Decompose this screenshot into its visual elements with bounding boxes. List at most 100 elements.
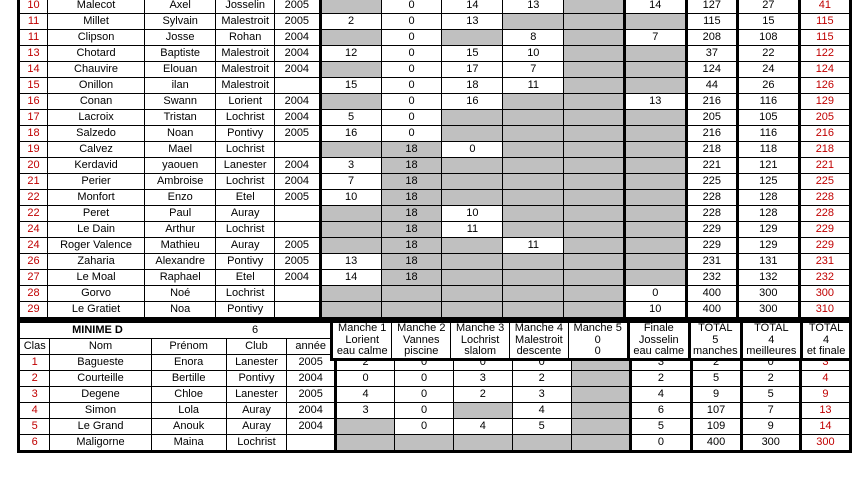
cell-total5[interactable]: 127 — [685, 0, 739, 14]
cell-manche3[interactable] — [441, 109, 504, 126]
cell-prenom[interactable]: Enzo — [144, 189, 217, 206]
cell-annee[interactable]: 2005 — [274, 189, 322, 206]
cell-manche3[interactable] — [441, 301, 504, 320]
cell-total-finale[interactable]: 124 — [798, 61, 852, 78]
cell-manche2[interactable] — [394, 434, 454, 453]
cell-manche3[interactable] — [452, 402, 513, 419]
cell-annee[interactable]: 2004 — [274, 45, 322, 62]
cell-prenom[interactable]: Noé — [144, 285, 217, 302]
cell-total5[interactable]: 205 — [685, 109, 739, 126]
cell-clas[interactable]: 1 — [16, 354, 51, 371]
cell-manche4[interactable] — [502, 189, 565, 206]
cell-annee[interactable]: 2004 — [286, 418, 337, 435]
cell-manche2[interactable]: 0 — [394, 402, 454, 419]
cell-manche4[interactable]: 13 — [502, 0, 565, 14]
cell-clas[interactable]: 15 — [16, 77, 49, 94]
cell-total-finale[interactable]: 300 — [799, 434, 852, 453]
cell-manche5[interactable] — [563, 77, 626, 94]
cell-total4[interactable]: 15 — [736, 13, 801, 30]
cell-manche2[interactable]: 18 — [380, 221, 443, 238]
cell-manche5[interactable] — [563, 189, 626, 206]
cell-total5[interactable]: 107 — [690, 402, 743, 419]
cell-annee[interactable] — [286, 434, 337, 453]
cell-club[interactable]: Etel — [215, 269, 276, 286]
cell-total4[interactable]: 105 — [736, 109, 801, 126]
cell-nom[interactable]: Maligorne — [49, 434, 152, 453]
table-row[interactable]: 21 Perier Ambroise Lochrist 2004 7 18 225 125 225 — [16, 173, 852, 190]
cell-clas[interactable]: 24 — [16, 237, 49, 254]
cell-total5[interactable]: 229 — [685, 221, 739, 238]
table-row[interactable]: 24 Roger Valence Mathieu Auray 2005 18 11 229 12… — [16, 237, 852, 254]
cell-total5[interactable]: 228 — [685, 189, 739, 206]
cell-club[interactable]: Auray — [225, 402, 288, 419]
cell-total4[interactable]: 118 — [736, 141, 801, 158]
cell-manche4[interactable] — [502, 93, 565, 110]
cell-prenom[interactable]: Noa — [144, 301, 217, 320]
cell-club[interactable]: Auray — [225, 418, 288, 435]
cell-manche2[interactable]: 18 — [380, 205, 443, 222]
cell-nom[interactable]: Lacroix — [47, 109, 146, 126]
cell-manche2[interactable]: 18 — [380, 237, 443, 254]
table-row[interactable]: 2 Courteille Bertille Pontivy 2004 0 0 3 2 2 5 2 4 — [16, 370, 852, 387]
cell-total-finale[interactable]: 115 — [798, 29, 852, 46]
cell-total-finale[interactable]: 41 — [798, 0, 852, 14]
cell-total-finale[interactable]: 231 — [798, 253, 852, 270]
cell-manche5[interactable] — [570, 386, 633, 403]
cell-club[interactable]: Lanester — [225, 354, 288, 371]
cell-manche3[interactable]: 2 — [452, 386, 513, 403]
cell-manche2[interactable]: 0 — [380, 13, 443, 30]
cell-manche4[interactable] — [502, 205, 565, 222]
cell-total-finale[interactable]: 4 — [799, 370, 852, 387]
cell-total5[interactable]: 228 — [685, 205, 739, 222]
cell-manche5[interactable] — [563, 93, 626, 110]
cell-manche3[interactable]: 0 — [441, 141, 504, 158]
cell-annee[interactable]: 2004 — [274, 173, 322, 190]
table-row[interactable]: 20 Kerdavid yaouen Lanester 2004 3 18 221 121 221 — [16, 157, 852, 174]
cell-manche1[interactable] — [319, 285, 382, 302]
cell-manche3[interactable] — [441, 253, 504, 270]
cell-manche5[interactable] — [563, 285, 626, 302]
cell-prenom[interactable]: Chloe — [150, 386, 227, 403]
table-row[interactable]: 24 Le Dain Arthur Lochrist 18 11 229 129 229 — [16, 221, 852, 238]
cell-finale[interactable]: 0 — [623, 285, 688, 302]
cell-manche2[interactable]: 18 — [380, 253, 443, 270]
cell-prenom[interactable]: ilan — [144, 77, 217, 94]
cell-manche5[interactable] — [563, 29, 626, 46]
cell-manche5[interactable] — [563, 45, 626, 62]
cell-manche2[interactable] — [380, 285, 443, 302]
cell-clas[interactable]: 11 — [16, 29, 49, 46]
cell-clas[interactable]: 13 — [16, 45, 49, 62]
cell-total-finale[interactable]: 300 — [798, 285, 852, 302]
cell-manche1[interactable] — [319, 141, 382, 158]
cell-total5[interactable]: 44 — [685, 77, 739, 94]
cell-annee[interactable]: 2005 — [274, 253, 322, 270]
cell-club[interactable]: Auray — [215, 205, 276, 222]
cell-manche2[interactable]: 0 — [380, 61, 443, 78]
cell-finale[interactable] — [623, 269, 688, 286]
cell-finale[interactable] — [623, 13, 688, 30]
cell-manche3[interactable]: 16 — [441, 93, 504, 110]
cell-nom[interactable]: Bagueste — [49, 354, 152, 371]
cell-clas[interactable]: 3 — [16, 386, 51, 403]
cell-prenom[interactable]: Elouan — [144, 61, 217, 78]
cell-total5[interactable]: 9 — [690, 386, 743, 403]
cell-nom[interactable]: Malecot — [47, 0, 146, 14]
cell-annee[interactable]: 2004 — [286, 370, 337, 387]
cell-nom[interactable]: Simon — [49, 402, 152, 419]
cell-finale[interactable]: 0 — [630, 434, 693, 453]
cell-total5[interactable]: 115 — [685, 13, 739, 30]
cell-manche4[interactable]: 4 — [511, 402, 572, 419]
cell-manche3[interactable]: 18 — [441, 77, 504, 94]
cell-total5[interactable]: 400 — [685, 301, 739, 320]
cell-total-finale[interactable]: 229 — [798, 221, 852, 238]
cell-finale[interactable]: 4 — [630, 386, 693, 403]
cell-nom[interactable]: Roger Valence — [47, 237, 146, 254]
cell-total-finale[interactable]: 205 — [798, 109, 852, 126]
cell-annee[interactable] — [274, 205, 322, 222]
cell-club[interactable]: Malestroit — [215, 13, 276, 30]
table-row[interactable]: 17 Lacroix Tristan Lochrist 2004 5 0 205 105 205 — [16, 109, 852, 126]
cell-manche4[interactable] — [502, 269, 565, 286]
cell-club[interactable]: Lochrist — [215, 221, 276, 238]
cell-manche1[interactable] — [319, 221, 382, 238]
cell-clas[interactable]: 26 — [16, 253, 49, 270]
